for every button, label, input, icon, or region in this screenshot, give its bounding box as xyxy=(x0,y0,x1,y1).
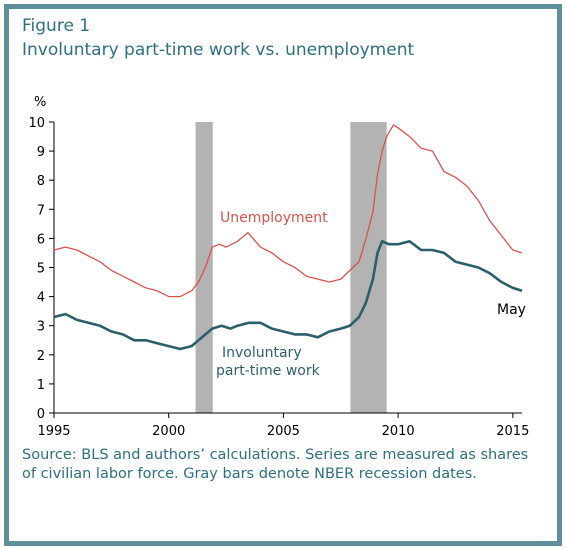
figure-frame xyxy=(4,4,562,546)
y-tick-label: 4 xyxy=(37,291,45,306)
x-tick-label: 1995 xyxy=(37,424,70,439)
y-tick-label: 5 xyxy=(37,262,45,277)
x-tick-label: 2010 xyxy=(382,424,415,439)
series-lines xyxy=(53,124,523,351)
y-tick-label: 10 xyxy=(28,116,45,131)
y-axis-label: % xyxy=(34,95,46,110)
involuntary-label-line2: part-time work xyxy=(216,363,321,379)
recession-bar-1 xyxy=(195,122,213,413)
y-tick-label: 9 xyxy=(37,145,45,160)
y-tick-label: 3 xyxy=(37,320,45,335)
y-tick-label: 1 xyxy=(37,378,45,393)
chart-title: Involuntary part-time work vs. unemploym… xyxy=(22,40,415,60)
source-note: Source: BLS and authors’ calculations. S… xyxy=(22,447,529,482)
x-ticks: 1995 2000 2005 2010 2015 xyxy=(37,413,529,439)
unemployment-label: Unemployment xyxy=(220,210,328,226)
involuntary-label-line1: Involuntary xyxy=(222,345,302,361)
x-tick-label: 2005 xyxy=(267,424,300,439)
y-tick-label: 7 xyxy=(37,203,45,218)
x-tick-label: 2000 xyxy=(152,424,185,439)
recession-bar-2 xyxy=(350,122,387,413)
end-label-may: May xyxy=(497,302,526,318)
x-tick-label: 2015 xyxy=(496,424,529,439)
y-tick-label: 0 xyxy=(37,407,45,422)
figure-label: Figure 1 xyxy=(22,16,91,36)
unemployment-line xyxy=(53,124,523,298)
y-tick-label: 6 xyxy=(37,232,45,247)
y-tick-label: 8 xyxy=(37,174,45,189)
involuntary-part-time-line xyxy=(53,240,523,351)
y-tick-label: 2 xyxy=(37,349,45,364)
y-ticks: 0 1 2 3 4 5 6 7 8 9 10 xyxy=(28,116,54,422)
